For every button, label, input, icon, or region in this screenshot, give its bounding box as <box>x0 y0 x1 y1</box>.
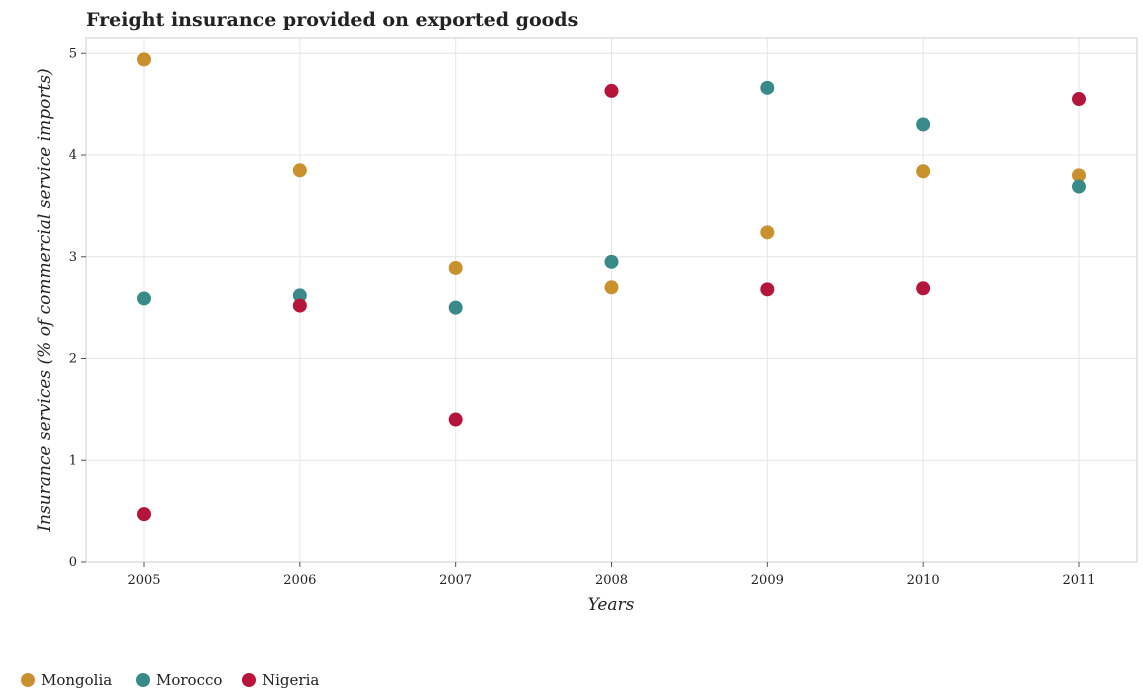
x-tick-label: 2009 <box>751 573 784 588</box>
point-morocco <box>916 117 931 132</box>
grid <box>86 38 1137 563</box>
y-tick-label: 5 <box>69 46 77 61</box>
point-mongolia <box>292 163 307 178</box>
legend-label-nigeria: Nigeria <box>262 671 319 689</box>
y-tick-label: 0 <box>69 555 77 570</box>
point-morocco <box>1072 179 1086 194</box>
chart-title: Freight insurance provided on exported g… <box>86 9 578 31</box>
y-tick-label: 2 <box>69 352 77 367</box>
point-morocco <box>292 288 307 303</box>
y-axis-label: Insurance services (% of commercial serv… <box>35 68 55 532</box>
legend-marker-nigeria <box>242 673 256 687</box>
y-tick-label: 4 <box>69 148 77 163</box>
legend-label-morocco: Morocco <box>156 671 222 689</box>
point-nigeria <box>916 281 931 296</box>
point-nigeria <box>448 412 463 427</box>
legend: Mongolia Morocco Nigeria <box>21 671 319 689</box>
x-tick-label: 2005 <box>127 573 160 588</box>
point-mongolia <box>1072 168 1086 183</box>
data-points <box>137 52 1086 522</box>
point-morocco <box>448 300 463 315</box>
y-tick-label: 3 <box>69 250 77 265</box>
x-tick-label: 2006 <box>283 573 316 588</box>
legend-marker-morocco <box>136 673 150 687</box>
point-nigeria <box>760 282 775 297</box>
point-mongolia <box>604 280 619 295</box>
point-mongolia <box>760 225 775 240</box>
point-mongolia <box>916 164 931 179</box>
point-mongolia <box>137 52 151 67</box>
y-ticks: 0 1 2 3 4 5 <box>69 46 86 570</box>
point-nigeria <box>1072 92 1086 107</box>
legend-label-mongolia: Mongolia <box>41 671 112 689</box>
point-morocco <box>604 254 619 269</box>
point-nigeria <box>292 298 307 313</box>
point-nigeria <box>137 507 151 522</box>
x-axis-label: Years <box>588 595 635 615</box>
legend-marker-mongolia <box>21 673 35 687</box>
x-tick-label: 2010 <box>907 573 940 588</box>
x-ticks: 2005 2006 2007 2008 2009 2010 2011 <box>127 562 1096 588</box>
point-morocco <box>760 80 775 95</box>
point-morocco <box>137 291 151 306</box>
x-tick-label: 2007 <box>439 573 472 588</box>
x-tick-label: 2011 <box>1062 573 1095 588</box>
y-tick-label: 1 <box>69 453 77 468</box>
point-nigeria <box>604 83 619 98</box>
point-mongolia <box>448 260 463 275</box>
x-tick-label: 2008 <box>595 573 628 588</box>
